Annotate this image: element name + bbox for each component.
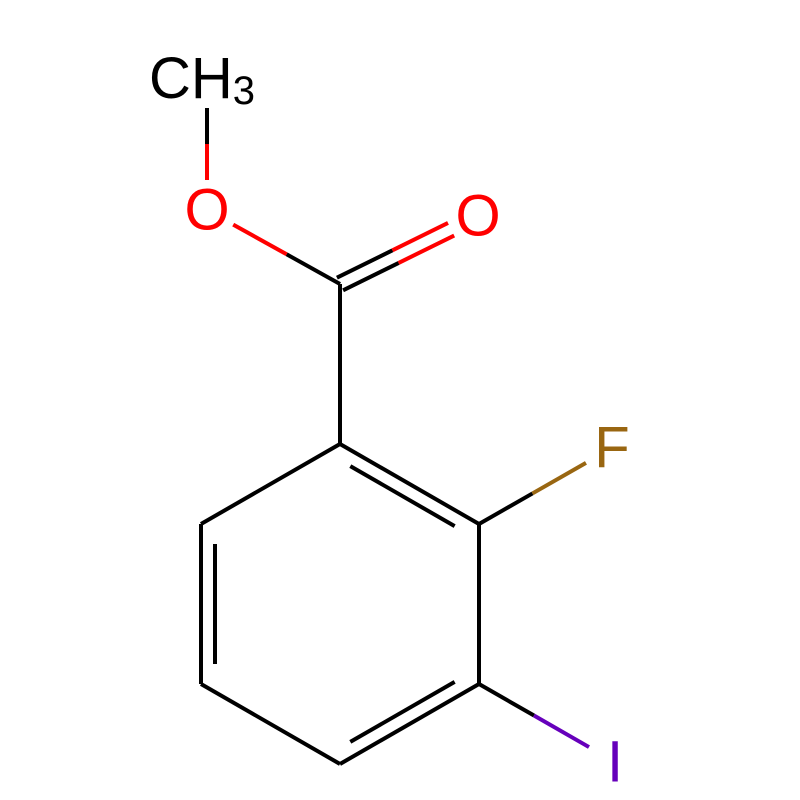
atom-O1: O — [455, 184, 500, 249]
atom-I: I — [607, 730, 623, 795]
molecule-diagram: OOCH3FI — [0, 0, 800, 800]
atom-O2: O — [184, 178, 229, 243]
atom-F: F — [594, 416, 629, 481]
